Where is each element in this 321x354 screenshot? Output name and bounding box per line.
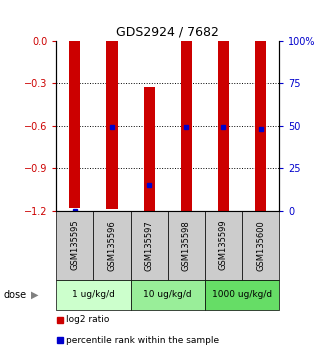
Text: 10 ug/kg/d: 10 ug/kg/d — [143, 290, 192, 299]
Text: GSM135598: GSM135598 — [182, 220, 191, 270]
Text: log2 ratio: log2 ratio — [66, 315, 109, 324]
Text: GSM135600: GSM135600 — [256, 220, 265, 270]
Title: GDS2924 / 7682: GDS2924 / 7682 — [116, 25, 219, 38]
Text: 1 ug/kg/d: 1 ug/kg/d — [72, 290, 115, 299]
Bar — [106, 41, 117, 209]
Bar — [218, 41, 229, 211]
Text: GSM135599: GSM135599 — [219, 220, 228, 270]
Text: ▶: ▶ — [30, 290, 38, 300]
Bar — [69, 41, 80, 208]
Bar — [242, 211, 279, 280]
Bar — [205, 211, 242, 280]
Bar — [56, 280, 131, 310]
Bar — [131, 211, 168, 280]
Bar — [131, 280, 205, 310]
Bar — [56, 211, 93, 280]
Bar — [143, 87, 155, 211]
Text: GSM135595: GSM135595 — [70, 220, 79, 270]
Text: 1000 ug/kg/d: 1000 ug/kg/d — [212, 290, 272, 299]
Text: percentile rank within the sample: percentile rank within the sample — [66, 336, 219, 345]
Text: GSM135597: GSM135597 — [145, 220, 154, 270]
Text: GSM135596: GSM135596 — [108, 220, 117, 270]
Bar — [93, 211, 131, 280]
Text: dose: dose — [3, 290, 26, 300]
Bar — [181, 41, 192, 211]
Bar — [255, 41, 266, 211]
Bar — [205, 280, 279, 310]
Bar — [168, 211, 205, 280]
